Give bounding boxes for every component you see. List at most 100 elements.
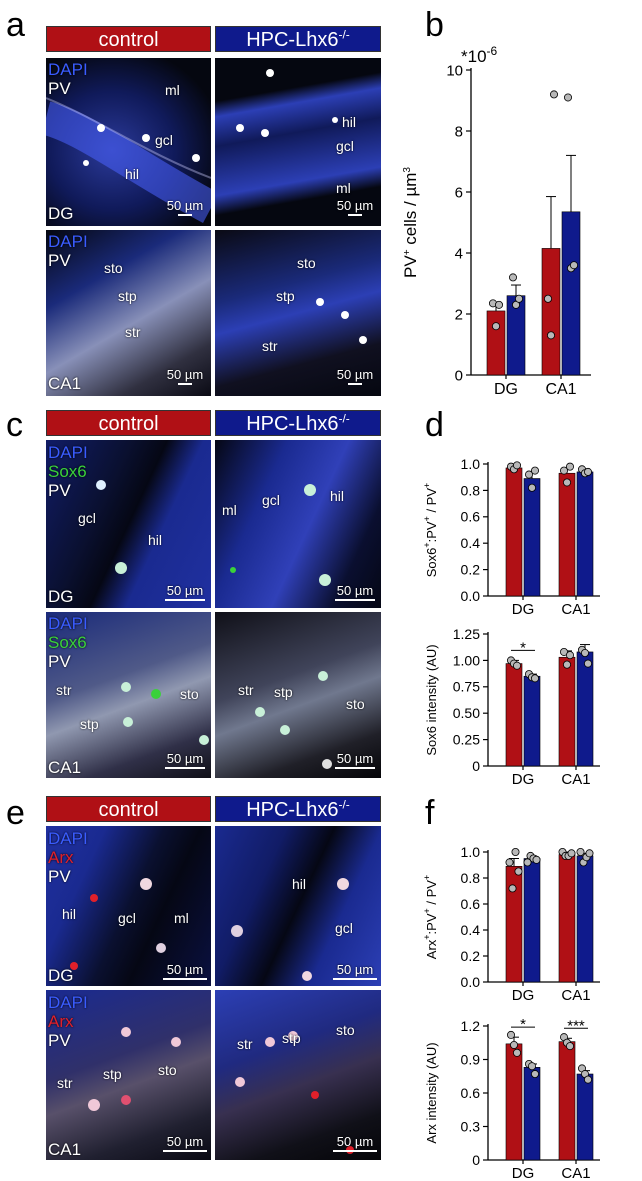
channel-labels-a-top: DAPI PV (48, 60, 88, 98)
bar (523, 675, 541, 767)
y-tick-label: 0.3 (461, 1118, 481, 1134)
data-point (559, 466, 568, 475)
panel-letter-c: c (6, 406, 23, 444)
data-point (569, 261, 578, 270)
scale-bar: 50 µm (160, 962, 210, 980)
scale-bar: 50 µm (160, 198, 210, 216)
layer-label: gcl (335, 920, 353, 936)
scale-bar: 50 µm (330, 583, 380, 601)
bar (505, 467, 523, 597)
micrograph-texture (96, 480, 127, 574)
data-point (565, 651, 574, 660)
region-tag-a-ca1: CA1 (48, 374, 82, 393)
layer-label: gcl (262, 492, 280, 508)
layer-label: str (125, 324, 141, 340)
panel-letter-a: a (6, 6, 25, 44)
data-point (507, 1030, 516, 1039)
chart-b: 0 2 4 6 8 10*10-6 PV+ cells / µm3 DG CA1 (401, 44, 591, 398)
scale-bar: 50 µm (330, 751, 380, 769)
bar (576, 651, 594, 767)
micrograph-a-control-dg (46, 58, 211, 226)
scale-bar: 50 µm (160, 751, 210, 769)
y-tick-label: 8 (455, 123, 463, 140)
micrograph-a-control-ca1 (46, 230, 211, 396)
micrograph-texture (236, 69, 338, 137)
micrograph-e-ko-dg (215, 826, 381, 986)
micrograph-texture (231, 878, 349, 981)
micrograph-c-control-dg (46, 440, 211, 608)
layer-label: hil (125, 166, 140, 182)
data-point (528, 483, 537, 492)
channel-labels-c-bottom: DAPI Sox6 PV (48, 614, 88, 671)
x-tick-label: CA1 (545, 381, 576, 398)
layer-label: hil (292, 876, 307, 892)
layer-label: gcl (336, 138, 354, 154)
layer-label: stp (274, 684, 293, 700)
x-tick-label: DG (494, 381, 518, 398)
bar (576, 1073, 594, 1161)
data-point (562, 660, 571, 669)
data-point (531, 1070, 540, 1079)
data-point (513, 1048, 522, 1057)
y-axis-label: Sox6 intensity (AU) (424, 644, 439, 755)
y-tick-label: 0 (472, 1152, 480, 1168)
y-tick-label: 0 (472, 758, 480, 774)
bar (505, 1043, 523, 1161)
scale-bar: 50 µm (160, 367, 210, 385)
channel-labels-a-bottom: DAPI PV (48, 232, 88, 270)
data-point (585, 849, 594, 858)
micrograph-texture (88, 1027, 181, 1111)
data-point (515, 294, 524, 303)
bar (558, 656, 576, 767)
micrograph-texture (316, 298, 367, 344)
header-control-e: control (46, 796, 211, 822)
layer-label: gcl (155, 132, 173, 148)
panel-letter-b: b (425, 6, 444, 44)
layer-label: sto (346, 696, 365, 712)
data-point (583, 659, 592, 668)
micrograph-c-ko-dg (215, 440, 381, 608)
data-point (510, 1040, 519, 1049)
x-tick-label: DG (512, 771, 535, 788)
data-point (528, 1062, 537, 1071)
layer-label: sto (104, 260, 123, 276)
bar (523, 478, 541, 597)
bar (486, 310, 506, 376)
layer-label: stp (282, 1030, 301, 1046)
x-tick-label: CA1 (561, 1165, 590, 1180)
layer-label: hil (330, 488, 345, 504)
micrograph-texture (121, 682, 209, 745)
y-axis-label: PV+ cells / µm3 (401, 167, 420, 278)
bar (523, 858, 541, 983)
layer-label: ml (336, 180, 351, 196)
channel-labels-e-top: DAPI Arx PV (48, 829, 88, 886)
header-ko-e: HPC-Lhx6-/- (215, 796, 381, 822)
layer-label: gcl (118, 910, 136, 926)
scale-bar: 50 µm (330, 962, 380, 980)
significance-label: *** (567, 1017, 585, 1034)
layer-label: sto (180, 686, 199, 702)
data-point (549, 90, 558, 99)
data-point (580, 649, 589, 658)
data-point (508, 884, 517, 893)
x-tick-label: DG (512, 987, 535, 1004)
data-point (509, 273, 518, 282)
data-point (513, 461, 522, 470)
layer-label: sto (336, 1022, 355, 1038)
layer-label: stp (103, 1066, 122, 1082)
x-tick-label: DG (512, 1165, 535, 1180)
data-point (565, 462, 574, 471)
x-tick-label: CA1 (561, 771, 590, 788)
chart-d2: 0 0.25 0.50 0.75 1.00 1.25 Sox6 intensity (AU)… (424, 626, 600, 788)
data-point (546, 331, 555, 340)
y-tick-label: 0.8 (461, 870, 481, 886)
micrograph-texture (255, 671, 332, 769)
data-point (525, 470, 534, 479)
micrograph-e-control-dg (46, 826, 211, 986)
data-point (576, 847, 585, 856)
y-tick-label: 4 (455, 245, 463, 262)
micrograph-c-ko-ca1 (215, 612, 381, 778)
x-tick-label: CA1 (561, 601, 590, 618)
panel-letter-d: d (425, 406, 444, 444)
channel-labels-c-top: DAPI Sox6 PV (48, 443, 88, 500)
